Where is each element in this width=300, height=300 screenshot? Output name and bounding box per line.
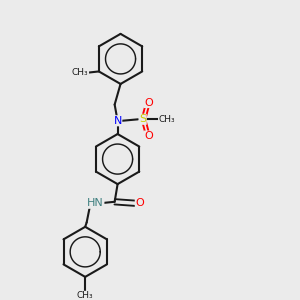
Text: CH₃: CH₃ bbox=[158, 115, 175, 124]
Text: O: O bbox=[144, 131, 153, 141]
Text: CH₃: CH₃ bbox=[72, 68, 88, 77]
Text: HN: HN bbox=[87, 198, 104, 208]
Text: O: O bbox=[135, 198, 144, 208]
Text: O: O bbox=[144, 98, 153, 107]
Text: S: S bbox=[139, 114, 146, 124]
Text: N: N bbox=[113, 116, 122, 126]
Text: CH₃: CH₃ bbox=[77, 291, 94, 300]
